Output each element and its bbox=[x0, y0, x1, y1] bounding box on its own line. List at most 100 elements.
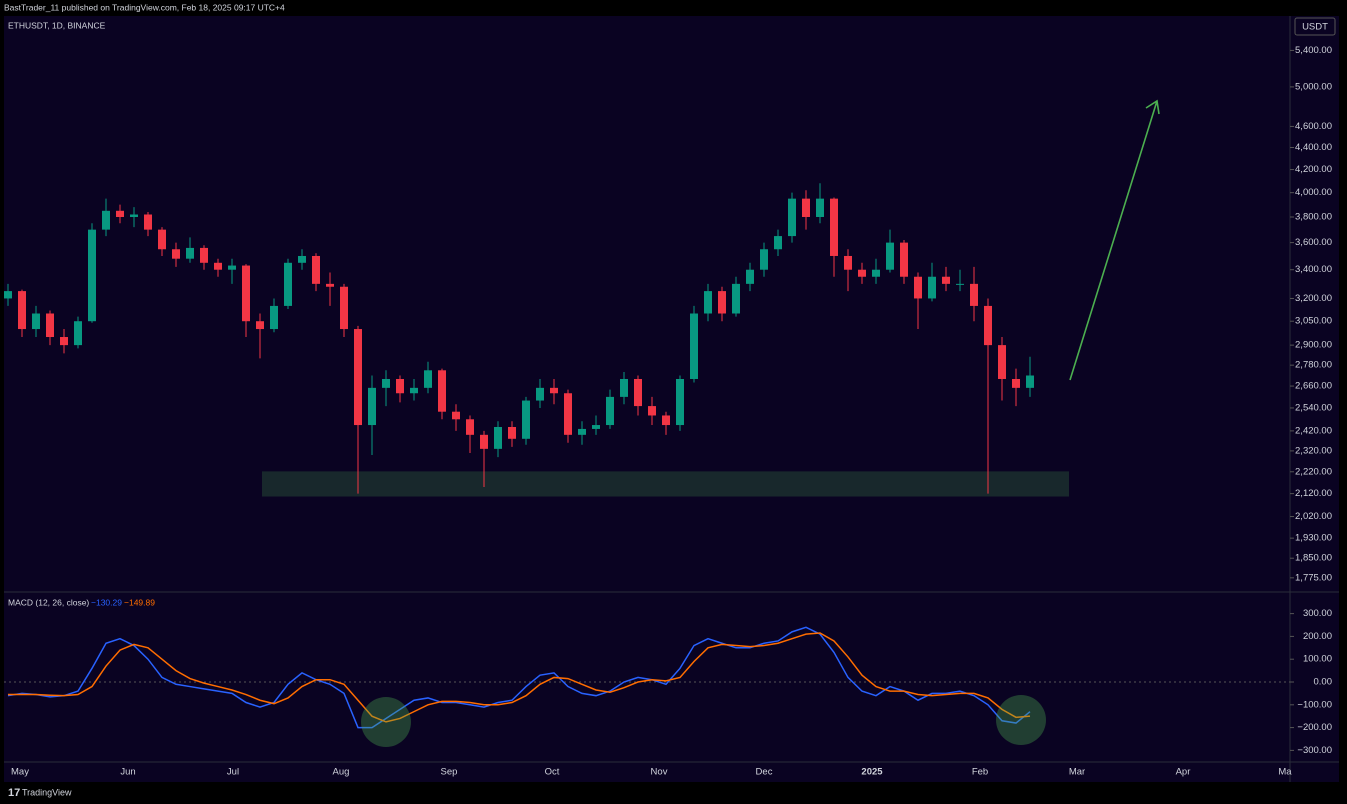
y-tick-label: −200.00 bbox=[1297, 722, 1332, 733]
y-tick-label: 1,850.00 bbox=[1295, 553, 1332, 564]
y-tick-label: 5,000.00 bbox=[1295, 81, 1332, 92]
candle-body bbox=[438, 370, 446, 412]
candle-body bbox=[956, 283, 964, 285]
candle-body bbox=[116, 210, 124, 217]
x-tick-label: 2025 bbox=[861, 767, 883, 778]
candle-body bbox=[690, 313, 698, 379]
logo-mark: 17 bbox=[8, 787, 20, 799]
candle-body bbox=[970, 283, 978, 306]
candle-body bbox=[606, 396, 614, 426]
candle-body bbox=[466, 419, 474, 435]
candle-body bbox=[676, 378, 684, 426]
candle-body bbox=[984, 305, 992, 346]
macd-line bbox=[7, 626, 1031, 729]
candle-body bbox=[620, 378, 628, 397]
candle-body bbox=[340, 286, 348, 330]
x-tick-label: Nov bbox=[651, 767, 668, 778]
candle-body bbox=[144, 214, 152, 230]
y-tick-label: 2,420.00 bbox=[1295, 425, 1332, 436]
x-tick-label: Ma bbox=[1278, 767, 1292, 778]
candle-body bbox=[928, 276, 936, 299]
candle-body bbox=[172, 249, 180, 259]
macd-value: −130.29 bbox=[91, 597, 122, 607]
y-tick-label: 3,050.00 bbox=[1295, 316, 1332, 327]
y-tick-label: 4,400.00 bbox=[1295, 142, 1332, 153]
candle-body bbox=[704, 291, 712, 314]
x-tick-label: Sep bbox=[441, 767, 458, 778]
macd-line bbox=[8, 632, 1031, 723]
candle-body bbox=[60, 337, 68, 346]
candle-body bbox=[802, 198, 810, 217]
y-tick-label: 5,400.00 bbox=[1295, 45, 1332, 56]
y-tick-label: 2,320.00 bbox=[1295, 445, 1332, 456]
candle-body bbox=[886, 242, 894, 270]
candle-body bbox=[788, 198, 796, 237]
candle-body bbox=[270, 305, 278, 330]
support-zone bbox=[262, 471, 1069, 497]
candle-body bbox=[18, 291, 26, 330]
macd-title: MACD (12, 26, close) bbox=[8, 597, 89, 607]
x-tick-label: Dec bbox=[756, 767, 773, 778]
y-tick-label: 4,000.00 bbox=[1295, 187, 1332, 198]
x-tick-label: May bbox=[11, 767, 29, 778]
x-tick-label: Feb bbox=[972, 767, 988, 778]
candle-body bbox=[228, 265, 236, 270]
candle-body bbox=[1026, 375, 1034, 388]
y-tick-label: 2,220.00 bbox=[1295, 466, 1332, 477]
y-tick-label: 3,800.00 bbox=[1295, 212, 1332, 223]
candle-body bbox=[312, 255, 320, 284]
candle-body bbox=[424, 370, 432, 388]
candle-body bbox=[718, 291, 726, 314]
candle-body bbox=[550, 387, 558, 394]
y-tick-label: 0.00 bbox=[1314, 677, 1333, 688]
candle-body bbox=[634, 378, 642, 407]
currency-label: USDT bbox=[1302, 22, 1328, 33]
x-tick-label: Mar bbox=[1069, 767, 1085, 778]
candle-body bbox=[214, 262, 222, 270]
candle-body bbox=[284, 262, 292, 306]
candle-body bbox=[32, 313, 40, 330]
candle-body bbox=[858, 269, 866, 277]
candle-body bbox=[452, 411, 460, 420]
y-tick-label: 2,900.00 bbox=[1295, 340, 1332, 351]
candle-body bbox=[4, 291, 12, 299]
candle-body bbox=[480, 434, 488, 449]
y-tick-label: 4,600.00 bbox=[1295, 121, 1332, 132]
candle-body bbox=[130, 214, 138, 217]
candle-body bbox=[998, 345, 1006, 379]
candle-body bbox=[816, 198, 824, 217]
candle-body bbox=[410, 387, 418, 394]
y-tick-label: 4,200.00 bbox=[1295, 164, 1332, 175]
candle-body bbox=[592, 425, 600, 429]
candle-body bbox=[508, 426, 516, 439]
candle-body bbox=[732, 283, 740, 314]
y-tick-label: −300.00 bbox=[1297, 745, 1332, 756]
signal-value: −149.89 bbox=[124, 597, 155, 607]
x-tick-label: Oct bbox=[545, 767, 560, 778]
candle-body bbox=[830, 198, 838, 256]
highlight-circle bbox=[996, 695, 1046, 745]
candle-body bbox=[900, 242, 908, 277]
y-tick-label: 3,400.00 bbox=[1295, 264, 1332, 275]
candle-body bbox=[774, 236, 782, 250]
y-tick-label: 300.00 bbox=[1303, 608, 1332, 619]
currency-box bbox=[1294, 17, 1336, 36]
x-tick-label: Apr bbox=[1176, 767, 1191, 778]
candle-body bbox=[662, 415, 670, 426]
candle-body bbox=[88, 229, 96, 322]
candle-body bbox=[844, 255, 852, 270]
candle-body bbox=[46, 313, 54, 338]
x-tick-label: Jun bbox=[120, 767, 135, 778]
candle-body bbox=[760, 249, 768, 270]
candle-body bbox=[746, 269, 754, 284]
candle-body bbox=[354, 329, 362, 426]
projection-arrow bbox=[1069, 99, 1160, 381]
footer-brand: TradingView bbox=[22, 787, 72, 797]
y-tick-label: 2,540.00 bbox=[1295, 402, 1332, 413]
candle-body bbox=[158, 229, 166, 250]
candle-body bbox=[242, 265, 250, 322]
y-tick-label: 2,660.00 bbox=[1295, 381, 1332, 392]
y-tick-label: 3,200.00 bbox=[1295, 293, 1332, 304]
